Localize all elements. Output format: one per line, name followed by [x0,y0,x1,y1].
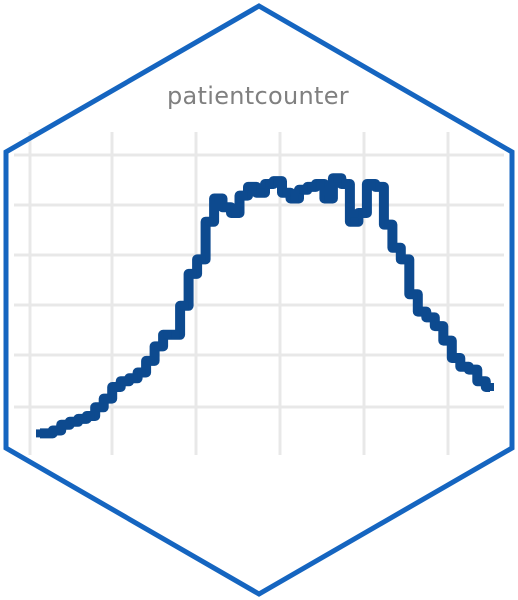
data-point [61,420,70,429]
data-point [95,403,104,412]
data-point [171,330,180,339]
data-point [163,330,172,339]
data-point [256,188,265,197]
data-point [120,377,129,386]
data-point [273,177,282,186]
data-point [36,429,44,438]
data-point [146,356,155,365]
data-point [222,203,231,212]
data-point [341,180,350,188]
data-point [137,368,146,377]
data-point [214,194,223,203]
data-point [443,336,452,345]
data-point [239,191,248,200]
chart-series [36,173,494,439]
data-point [112,383,121,391]
data-point [469,365,477,374]
data-point [460,362,469,371]
data-point [265,180,274,188]
data-point [154,342,163,351]
data-point [299,185,308,194]
data-point [426,313,435,322]
data-point [44,429,53,438]
data-point [248,182,257,191]
data-point [316,180,325,188]
hex-border [3,3,515,597]
data-point [103,394,112,403]
data-point [324,194,333,203]
data-point [53,426,61,435]
hex-background [6,6,512,594]
data-point [384,220,393,229]
data-point [290,194,299,203]
data-point [435,322,444,331]
data-point [409,290,418,299]
data-point [180,301,189,310]
data-point [367,180,376,188]
data-point [205,217,214,226]
data-point [197,255,206,264]
data-point [188,269,197,278]
data-point [375,182,384,191]
data-point [231,209,240,217]
data-point [307,182,316,191]
data-point [78,414,87,423]
data-point [86,412,95,420]
data-point [350,217,359,226]
data-point [392,243,401,252]
logo-title: patientcounter [167,82,349,110]
data-point [129,374,138,383]
data-point [282,188,291,197]
data-point [401,255,410,264]
data-point [452,354,460,362]
data-point [477,377,486,386]
data-point [70,417,78,426]
data-point [333,174,342,183]
data-point [358,209,367,217]
data-point [486,383,494,391]
data-point [418,307,427,316]
